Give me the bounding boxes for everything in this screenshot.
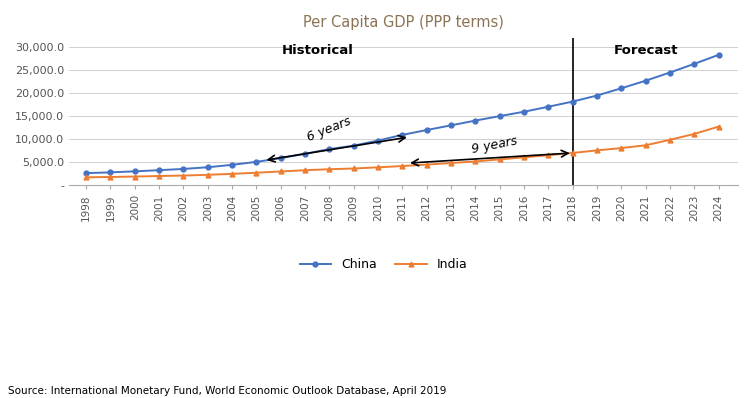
India <box>130 174 139 179</box>
India <box>252 170 261 175</box>
China <box>641 78 650 83</box>
India <box>300 168 309 173</box>
Text: 6 years: 6 years <box>306 115 353 144</box>
China <box>276 156 285 160</box>
China <box>349 143 358 148</box>
China <box>714 53 723 57</box>
China <box>568 99 577 104</box>
India <box>349 166 358 171</box>
India <box>398 164 407 168</box>
China <box>203 165 212 170</box>
Title: Per Capita GDP (PPP terms): Per Capita GDP (PPP terms) <box>303 15 504 30</box>
China <box>520 109 529 114</box>
China <box>690 62 699 66</box>
India <box>568 150 577 155</box>
India <box>81 175 90 179</box>
India <box>106 175 115 179</box>
India <box>617 146 626 150</box>
India <box>690 132 699 137</box>
Legend: China, India: China, India <box>294 253 472 276</box>
India <box>276 169 285 174</box>
China <box>422 128 431 133</box>
India <box>593 148 602 153</box>
India <box>495 157 505 162</box>
China <box>495 114 505 119</box>
China <box>179 166 188 171</box>
India <box>373 165 383 170</box>
Text: Forecast: Forecast <box>614 44 678 57</box>
Text: Source: International Monetary Fund, World Economic Outlook Database, April 2019: Source: International Monetary Fund, Wor… <box>8 386 446 396</box>
China <box>447 123 456 128</box>
India <box>714 124 723 129</box>
India <box>666 137 675 142</box>
India <box>544 153 553 158</box>
Line: India: India <box>84 124 721 180</box>
India <box>471 159 480 164</box>
China <box>471 118 480 123</box>
China <box>81 171 90 176</box>
India <box>641 143 650 148</box>
China <box>252 160 261 164</box>
Text: 9 years: 9 years <box>471 134 519 156</box>
India <box>520 155 529 160</box>
India <box>154 174 163 178</box>
China <box>106 170 115 175</box>
India <box>422 162 431 167</box>
China <box>398 133 407 137</box>
China <box>544 104 553 109</box>
China <box>373 138 383 143</box>
China <box>154 168 163 173</box>
Text: Historical: Historical <box>282 44 353 57</box>
India <box>447 161 456 166</box>
Line: China: China <box>84 53 721 176</box>
China <box>617 86 626 91</box>
India <box>227 172 236 176</box>
India <box>325 167 334 172</box>
China <box>666 70 675 75</box>
China <box>227 162 236 167</box>
China <box>593 93 602 98</box>
India <box>203 172 212 177</box>
India <box>179 173 188 178</box>
China <box>325 147 334 152</box>
China <box>300 151 309 156</box>
China <box>130 169 139 174</box>
